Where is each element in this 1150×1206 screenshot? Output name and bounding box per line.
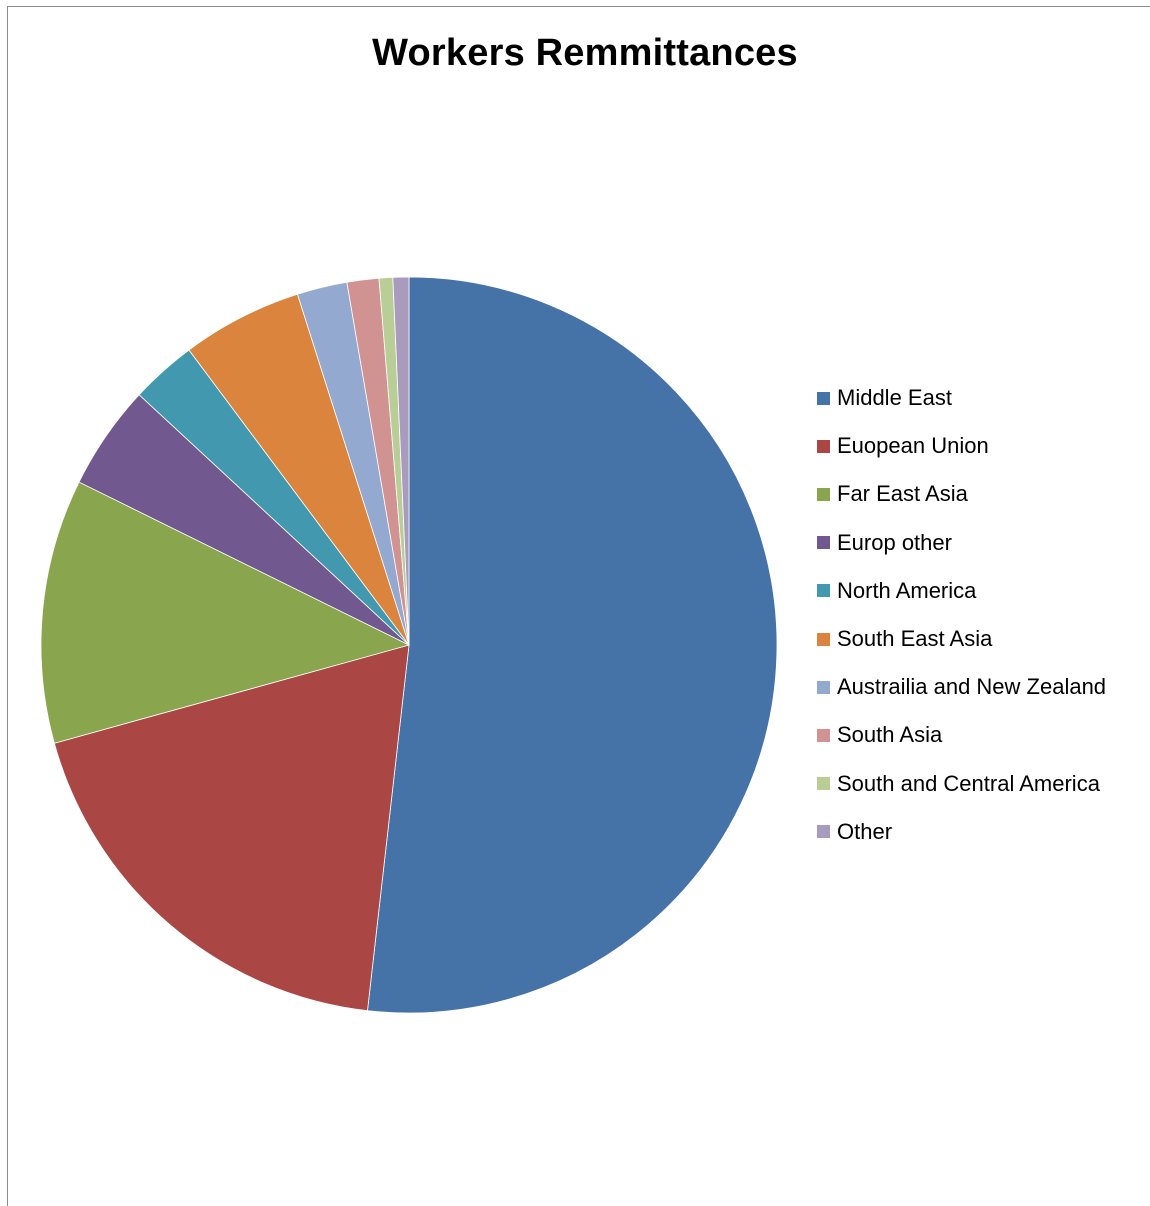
pie-slice-middle-east — [367, 276, 778, 1014]
legend-item-other: Other — [817, 808, 1106, 856]
legend-swatch — [817, 439, 830, 453]
legend-item-europ-other: Europ other — [817, 519, 1106, 567]
legend-item-austrailia-and-new-zealand: Austrailia and New Zealand — [817, 663, 1106, 711]
legend-swatch — [817, 391, 830, 405]
legend-item-south-east-asia: South East Asia — [817, 615, 1106, 663]
legend-swatch — [817, 777, 830, 791]
legend-item-far-east-asia: Far East Asia — [817, 470, 1106, 518]
legend-swatch — [817, 728, 830, 742]
legend-swatch — [817, 680, 830, 694]
legend-label: North America — [837, 577, 977, 603]
legend-swatch — [817, 825, 830, 839]
pie-slice-euopean-union — [53, 644, 410, 1012]
pie-slice-far-east-asia — [40, 481, 411, 744]
legend-swatch — [817, 536, 830, 550]
legend-label: South Asia — [837, 722, 943, 748]
legend-label: Far East Asia — [837, 481, 968, 507]
legend-label: South East Asia — [837, 626, 993, 652]
legend-item-euopean-union: Euopean Union — [817, 422, 1106, 470]
chart-title: Workers Remmittances — [372, 32, 798, 74]
legend-swatch — [817, 584, 830, 598]
legend-label: Euopean Union — [837, 433, 989, 459]
legend-swatch — [817, 487, 830, 501]
legend-label: Europ other — [837, 529, 952, 555]
legend-item-north-america: North America — [817, 567, 1106, 615]
pie-slice-other — [392, 276, 410, 646]
legend-swatch — [817, 632, 830, 646]
legend-label: South and Central America — [837, 770, 1100, 796]
legend-label: Middle East — [837, 385, 952, 411]
legend-label: Austrailia and New Zealand — [837, 674, 1107, 700]
legend-item-middle-east: Middle East — [817, 374, 1106, 422]
legend-item-south-and-central-america: South and Central America — [817, 760, 1106, 808]
legend-label: Other — [837, 818, 893, 844]
legend: Middle East Euopean Union Far East Asia Eur… — [817, 374, 1106, 856]
legend-item-south-asia: South Asia — [817, 711, 1106, 759]
